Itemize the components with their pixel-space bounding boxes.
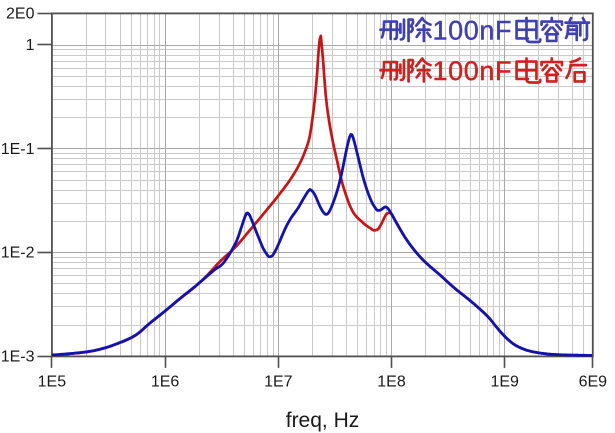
svg-text:1E8: 1E8 [377,374,406,391]
svg-text:1E5: 1E5 [38,374,67,391]
svg-text:freq, Hz: freq, Hz [286,409,360,432]
svg-text:100nF: 100nF [433,16,513,46]
svg-text:1E-2: 1E-2 [1,245,35,262]
svg-text:100nF: 100nF [433,56,513,86]
svg-text:1: 1 [26,37,35,54]
svg-text:1E6: 1E6 [151,374,180,391]
svg-text:1E7: 1E7 [264,374,293,391]
svg-text:2E0: 2E0 [6,5,35,22]
svg-text:6E9: 6E9 [579,374,608,391]
svg-text:1E-3: 1E-3 [1,348,35,365]
svg-text:1E-1: 1E-1 [1,141,35,158]
svg-text:1E9: 1E9 [490,374,519,391]
